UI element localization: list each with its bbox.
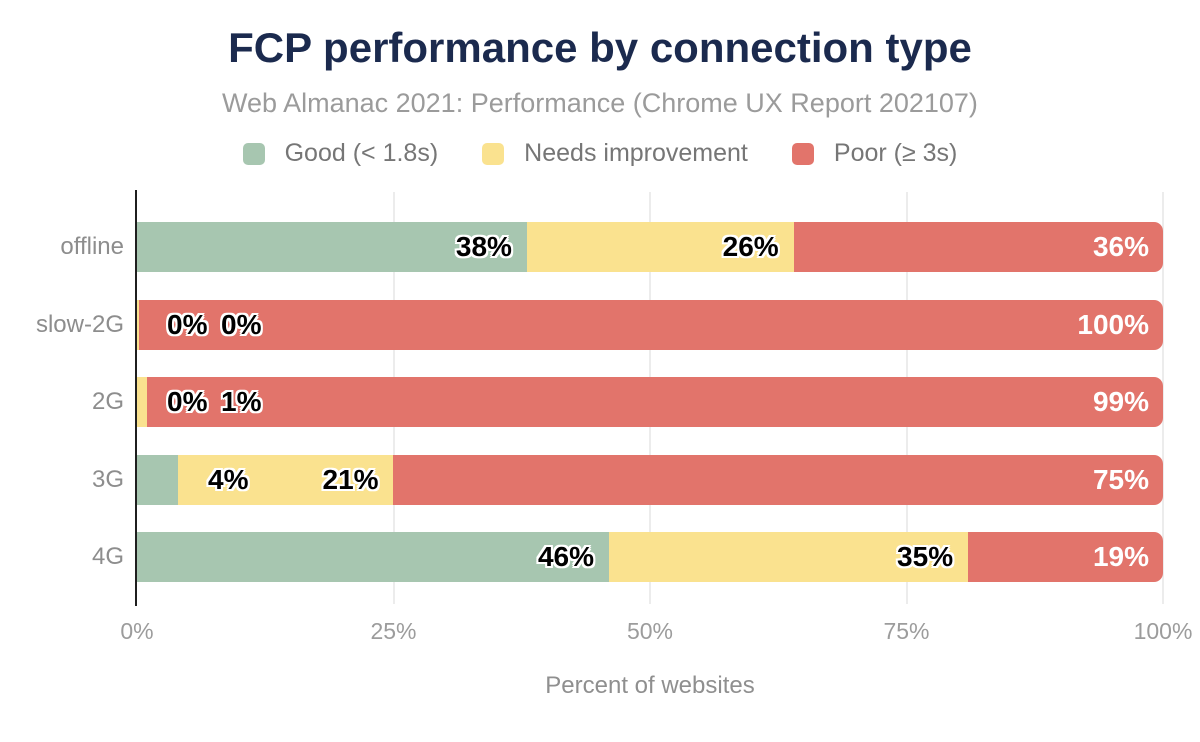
value-label: 35% bbox=[897, 541, 954, 572]
legend-swatch-icon bbox=[791, 142, 814, 165]
bar-segment-poor-3s bbox=[139, 299, 1163, 350]
bar-segment-needs-improvement bbox=[137, 299, 140, 350]
legend-label: Poor (≥ 3s) bbox=[833, 139, 958, 167]
x-tick-label: 0% bbox=[120, 618, 154, 644]
value-label: 4% bbox=[208, 463, 249, 495]
value-label: 0% bbox=[167, 386, 208, 417]
x-axis-title: Percent of websites bbox=[545, 672, 755, 699]
legend: Good (< 1.8s) Needs improvement Poor (≥ 3s… bbox=[0, 139, 1200, 168]
legend-label: Good (< 1.8s) bbox=[284, 139, 439, 167]
value-label: 26% bbox=[722, 231, 779, 262]
value-label: 75% bbox=[1092, 463, 1149, 495]
stacked-bar: 0% 1% 99% bbox=[137, 377, 1163, 427]
bar-row: offline 38% 26% 36% bbox=[60, 222, 1163, 272]
bar-segment-poor-3s bbox=[393, 454, 1163, 505]
bar-segment-poor-3s bbox=[793, 222, 1163, 272]
bar-row: 4G 46% 35% 19% bbox=[92, 532, 1163, 582]
bar-segment-good-1-8s bbox=[137, 222, 527, 272]
legend-item: Needs improvement bbox=[482, 139, 748, 168]
stacked-bar: 4% 21% 75% bbox=[137, 454, 1163, 505]
category-label: 2G bbox=[91, 388, 124, 415]
stacked-bar: 46% 35% 19% bbox=[137, 532, 1163, 582]
bar-segment-needs-improvement bbox=[608, 532, 969, 582]
plot-area: Percent of websites 0% 25% 50% 75% 100% offli… bbox=[36, 190, 1192, 699]
x-tick-label: 100% bbox=[1133, 618, 1193, 644]
chart-title: FCP performance by connection type bbox=[228, 24, 972, 71]
y-axis-line bbox=[135, 190, 137, 606]
gridline bbox=[1162, 192, 1164, 604]
legend-label: Needs improvement bbox=[524, 139, 748, 167]
value-label: 0% bbox=[167, 308, 208, 340]
legend-item: Good (< 1.8s) bbox=[242, 139, 439, 168]
x-tick-label: 50% bbox=[626, 618, 674, 644]
bar-row: 3G 4% 21% 75% bbox=[92, 454, 1163, 505]
bar-segment-needs-improvement bbox=[137, 377, 148, 427]
category-label: 3G bbox=[91, 465, 124, 493]
x-tick-label: 25% bbox=[370, 618, 417, 644]
bar-segment-good-1-8s bbox=[137, 532, 609, 582]
value-label: 36% bbox=[1092, 231, 1149, 262]
bar-segment-poor-3s bbox=[968, 532, 1163, 582]
value-label: 19% bbox=[1092, 541, 1149, 572]
value-label: 99% bbox=[1092, 386, 1149, 417]
stacked-bar: 0% 0% 100% bbox=[137, 299, 1163, 350]
value-label: 38% bbox=[455, 231, 512, 262]
chart-subtitle: Web Almanac 2021: Performance (Chrome UX… bbox=[222, 88, 978, 118]
value-label: 0% bbox=[221, 308, 262, 340]
value-label: 100% bbox=[1077, 308, 1149, 340]
bar-row: 2G 0% 1% 99% bbox=[92, 377, 1163, 427]
bar-segment-needs-improvement bbox=[526, 222, 794, 272]
legend-swatch-icon bbox=[482, 142, 505, 165]
stacked-bar: 38% 26% 36% bbox=[137, 222, 1163, 272]
legend-swatch-icon bbox=[242, 142, 265, 165]
category-label: offline bbox=[60, 233, 124, 260]
category-label: 4G bbox=[91, 543, 124, 570]
category-label: slow-2G bbox=[35, 310, 124, 338]
value-label: 1% bbox=[221, 386, 262, 417]
bar-row: slow-2G 0% 0% 100% bbox=[36, 299, 1163, 350]
x-tick-label: 75% bbox=[883, 618, 930, 644]
legend-item: Poor (≥ 3s) bbox=[791, 139, 958, 168]
bar-segment-good-1-8s bbox=[137, 454, 179, 505]
bar-segment-needs-improvement bbox=[178, 454, 394, 505]
value-label: 21% bbox=[322, 463, 379, 495]
value-label: 46% bbox=[537, 541, 594, 572]
bar-segment-poor-3s bbox=[147, 377, 1163, 427]
